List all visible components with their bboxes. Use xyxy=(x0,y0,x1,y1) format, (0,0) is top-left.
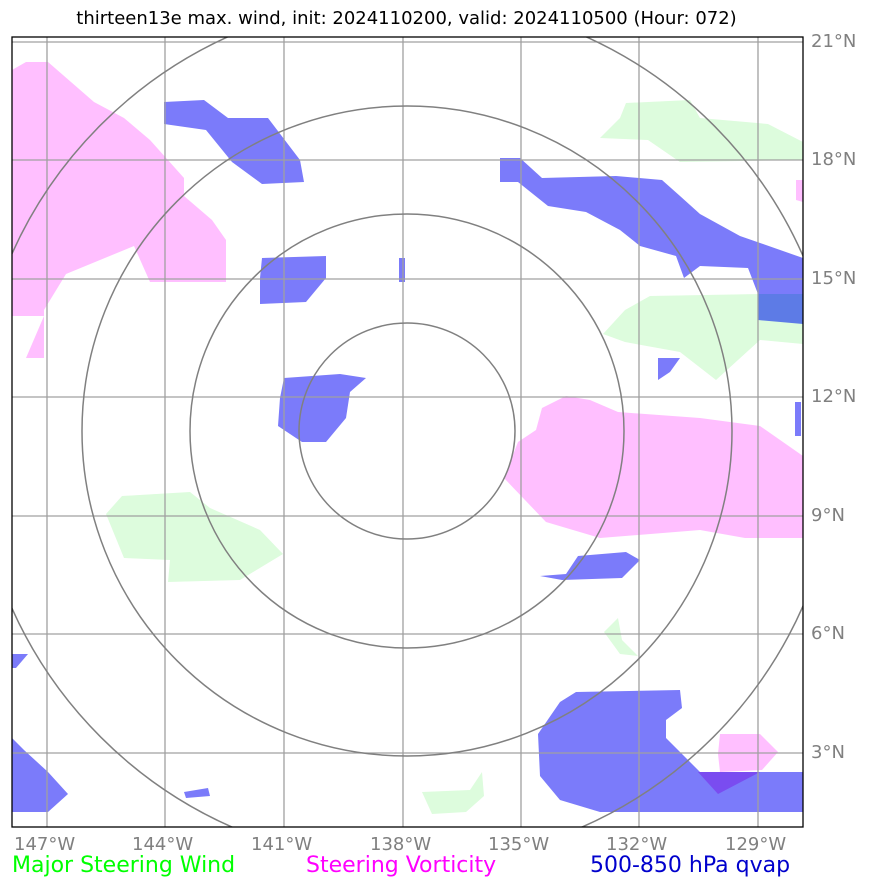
range-ring-1 xyxy=(298,322,516,540)
qvap-areas xyxy=(12,100,803,812)
lat-label: 12°N xyxy=(811,386,857,407)
lat-label: 15°N xyxy=(811,268,857,289)
qvap-area-center-north xyxy=(260,256,326,304)
qvap-area-center xyxy=(278,374,366,442)
lon-label: 144°W xyxy=(132,834,194,855)
qvap-area-south-center xyxy=(540,552,640,580)
map-title: thirteen13e max. wind, init: 2024110200,… xyxy=(76,8,737,29)
qvap-area-east-small xyxy=(658,358,680,380)
range-ring-3 xyxy=(81,105,733,757)
lat-lon-grid xyxy=(12,37,803,827)
range-ring-2 xyxy=(189,213,625,649)
wind-area-small-east xyxy=(604,618,638,656)
lat-label: 9°N xyxy=(811,505,845,526)
qvap-area-east-dark xyxy=(758,294,803,324)
qvap-area-small-south xyxy=(184,788,210,798)
vorticity-area-edge xyxy=(796,180,803,202)
legend-steering-wind: Major Steering Wind xyxy=(12,853,236,878)
wind-area-east xyxy=(603,294,803,380)
legend-steering-vorticity: Steering Vorticity xyxy=(306,853,497,878)
steering-wind-areas xyxy=(106,100,803,814)
range-rings xyxy=(12,37,803,827)
vorticity-area-west xyxy=(12,62,226,358)
qvap-area-southeast-dark xyxy=(698,772,760,794)
wind-area-west xyxy=(106,492,283,582)
vorticity-area-east xyxy=(504,396,803,538)
lat-label: 18°N xyxy=(811,149,857,170)
lon-label: 129°W xyxy=(725,834,787,855)
qvap-area-northwest xyxy=(164,100,304,184)
steering-vorticity-areas xyxy=(12,62,803,772)
lon-label: 135°W xyxy=(488,834,550,855)
lon-label: 138°W xyxy=(370,834,432,855)
map-frame xyxy=(11,36,804,828)
lat-label: 6°N xyxy=(811,623,845,644)
qvap-area-east-edge xyxy=(795,402,801,436)
lon-label: 147°W xyxy=(14,834,76,855)
qvap-area-northeast xyxy=(500,158,803,294)
qvap-area-southwest xyxy=(12,738,68,812)
lat-label: 21°N xyxy=(811,31,857,52)
lon-label: 132°W xyxy=(606,834,668,855)
qvap-area-west-edge xyxy=(12,654,28,668)
lat-label: 3°N xyxy=(811,742,845,763)
lon-label: 141°W xyxy=(251,834,313,855)
wind-area-northeast xyxy=(600,100,803,162)
legend-qvap: 500-850 hPa qvap xyxy=(590,853,791,878)
wind-area-south xyxy=(422,772,484,814)
